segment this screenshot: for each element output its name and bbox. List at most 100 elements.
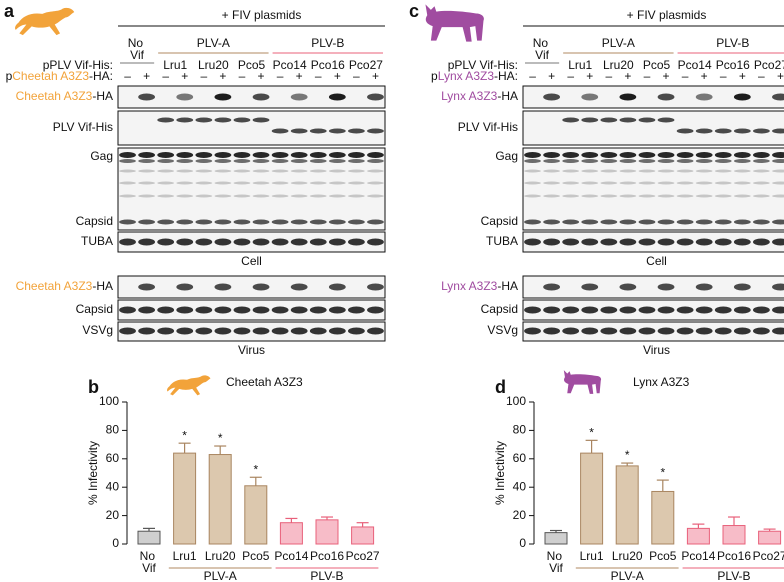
band bbox=[214, 238, 232, 246]
band bbox=[233, 169, 251, 173]
sign: + bbox=[739, 69, 746, 83]
band bbox=[328, 181, 346, 185]
band bbox=[733, 181, 751, 185]
band bbox=[348, 169, 365, 173]
band bbox=[695, 169, 713, 173]
band bbox=[233, 238, 251, 246]
band bbox=[214, 93, 232, 101]
band bbox=[195, 181, 213, 185]
group-label: PLV-B bbox=[716, 36, 749, 50]
band bbox=[252, 152, 270, 158]
band bbox=[233, 117, 251, 123]
band bbox=[600, 181, 618, 185]
band bbox=[676, 327, 694, 335]
group-label: PLV-A bbox=[602, 36, 635, 50]
band bbox=[524, 306, 541, 314]
band bbox=[581, 93, 599, 101]
band bbox=[252, 219, 270, 225]
a3z3-row-label: pLynx A3Z3-HA: bbox=[431, 69, 518, 83]
blot bbox=[522, 275, 784, 299]
band bbox=[581, 219, 599, 225]
band bbox=[271, 306, 289, 314]
band bbox=[695, 93, 713, 101]
bar bbox=[244, 485, 268, 545]
band bbox=[309, 194, 327, 198]
band bbox=[367, 181, 384, 185]
suffix: -HA: bbox=[494, 69, 518, 83]
band bbox=[581, 238, 599, 246]
x-tick-label: Pco16 bbox=[310, 549, 344, 563]
band bbox=[367, 93, 384, 101]
band bbox=[233, 219, 251, 225]
band bbox=[619, 306, 637, 314]
panel-letter: c bbox=[409, 1, 419, 21]
band bbox=[638, 194, 656, 198]
bar bbox=[208, 454, 232, 545]
band bbox=[348, 128, 365, 134]
band bbox=[714, 194, 732, 198]
band bbox=[309, 219, 327, 225]
sign: – bbox=[200, 69, 207, 83]
x-tick-label: Pco27 bbox=[346, 549, 380, 563]
header: + FIV plasmids bbox=[222, 8, 302, 22]
band bbox=[328, 238, 346, 246]
blot bbox=[117, 231, 386, 253]
band bbox=[157, 169, 175, 173]
band bbox=[657, 169, 675, 173]
bar bbox=[580, 452, 604, 545]
band bbox=[252, 327, 270, 335]
significance: * bbox=[218, 431, 223, 445]
band bbox=[772, 283, 784, 291]
group-label: PLV-A bbox=[204, 569, 237, 582]
band bbox=[119, 169, 136, 173]
band bbox=[290, 306, 308, 314]
sign: – bbox=[529, 69, 536, 83]
band bbox=[714, 327, 732, 335]
band bbox=[676, 194, 694, 198]
lane-name: Pco14 bbox=[273, 58, 307, 72]
sign: – bbox=[567, 69, 574, 83]
band bbox=[309, 169, 327, 173]
x-tick-label: Lru20 bbox=[612, 549, 643, 563]
band bbox=[638, 306, 656, 314]
x-tick-label: Lru1 bbox=[580, 549, 604, 563]
sign: + bbox=[296, 69, 303, 83]
band bbox=[157, 327, 175, 335]
band bbox=[157, 238, 175, 246]
band bbox=[138, 283, 155, 291]
sign: – bbox=[758, 69, 765, 83]
band bbox=[138, 152, 155, 158]
lane-name: Pco5 bbox=[238, 58, 266, 72]
vif-row-label: pPLV Vif-His: bbox=[43, 58, 113, 72]
blot bbox=[522, 85, 784, 109]
bar bbox=[544, 532, 568, 545]
band bbox=[271, 169, 289, 173]
band bbox=[581, 327, 599, 335]
band bbox=[581, 159, 599, 163]
panel-letter: d bbox=[495, 377, 506, 397]
blot bbox=[117, 321, 386, 342]
band bbox=[581, 181, 599, 185]
band bbox=[348, 306, 365, 314]
band bbox=[676, 181, 694, 185]
band bbox=[328, 128, 346, 134]
band bbox=[562, 169, 580, 173]
band bbox=[214, 169, 232, 173]
band bbox=[524, 327, 541, 335]
y-tick-label: 40 bbox=[106, 479, 120, 493]
bar bbox=[686, 527, 710, 545]
x-tick-label: Lru1 bbox=[173, 549, 197, 563]
blot bbox=[117, 85, 386, 109]
band-label: Cheetah A3Z3-HA bbox=[16, 89, 113, 103]
band bbox=[252, 169, 270, 173]
x-tick-label: Pco16 bbox=[717, 549, 751, 563]
sign: + bbox=[701, 69, 708, 83]
band bbox=[753, 194, 770, 198]
band bbox=[176, 238, 194, 246]
band bbox=[214, 159, 232, 163]
band bbox=[157, 306, 175, 314]
band bbox=[309, 238, 327, 246]
band bbox=[328, 219, 346, 225]
band bbox=[619, 159, 637, 163]
band bbox=[543, 219, 560, 225]
